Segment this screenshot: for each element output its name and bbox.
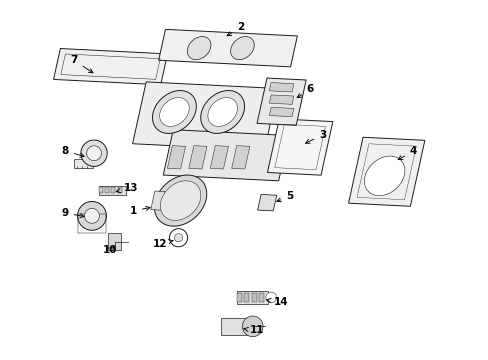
Polygon shape bbox=[200, 91, 244, 134]
Text: 1: 1 bbox=[129, 206, 150, 216]
Polygon shape bbox=[244, 293, 249, 302]
Polygon shape bbox=[163, 130, 288, 181]
Polygon shape bbox=[237, 291, 267, 304]
Polygon shape bbox=[251, 293, 256, 302]
Polygon shape bbox=[81, 140, 107, 166]
Polygon shape bbox=[99, 187, 103, 193]
Polygon shape bbox=[269, 107, 293, 117]
Polygon shape bbox=[242, 316, 263, 337]
Polygon shape bbox=[257, 194, 276, 211]
Text: 10: 10 bbox=[103, 245, 118, 255]
Polygon shape bbox=[210, 146, 228, 169]
Polygon shape bbox=[158, 30, 297, 67]
Polygon shape bbox=[237, 293, 242, 302]
Polygon shape bbox=[117, 187, 122, 193]
Text: 12: 12 bbox=[152, 239, 173, 249]
Polygon shape bbox=[187, 37, 210, 60]
Polygon shape bbox=[188, 146, 206, 169]
Polygon shape bbox=[257, 78, 305, 125]
Polygon shape bbox=[167, 146, 185, 169]
Polygon shape bbox=[269, 82, 293, 92]
Polygon shape bbox=[269, 95, 293, 104]
Polygon shape bbox=[105, 187, 109, 193]
Polygon shape bbox=[111, 187, 115, 193]
Polygon shape bbox=[159, 98, 189, 126]
Polygon shape bbox=[152, 91, 196, 134]
Polygon shape bbox=[169, 229, 187, 247]
Polygon shape bbox=[221, 318, 246, 334]
Polygon shape bbox=[174, 234, 183, 242]
Polygon shape bbox=[230, 37, 254, 60]
Text: 4: 4 bbox=[397, 146, 416, 159]
Polygon shape bbox=[265, 292, 276, 303]
Text: 5: 5 bbox=[276, 192, 293, 202]
Text: 2: 2 bbox=[226, 22, 244, 36]
Polygon shape bbox=[364, 156, 404, 196]
Polygon shape bbox=[231, 146, 249, 169]
Polygon shape bbox=[259, 293, 264, 302]
Polygon shape bbox=[154, 175, 206, 226]
Text: 3: 3 bbox=[305, 130, 326, 143]
Polygon shape bbox=[99, 186, 126, 195]
Text: 8: 8 bbox=[61, 146, 84, 157]
Polygon shape bbox=[160, 181, 201, 220]
Polygon shape bbox=[86, 146, 102, 161]
Polygon shape bbox=[78, 202, 106, 230]
Text: 7: 7 bbox=[70, 55, 93, 73]
Polygon shape bbox=[348, 137, 424, 206]
Text: 11: 11 bbox=[244, 325, 264, 336]
Text: 13: 13 bbox=[116, 183, 138, 193]
Text: 6: 6 bbox=[297, 84, 313, 98]
Polygon shape bbox=[207, 98, 237, 126]
Text: 14: 14 bbox=[266, 297, 288, 307]
Polygon shape bbox=[84, 208, 99, 223]
Polygon shape bbox=[150, 191, 165, 210]
Polygon shape bbox=[74, 159, 93, 168]
Polygon shape bbox=[54, 49, 167, 85]
Polygon shape bbox=[132, 82, 278, 150]
Text: 9: 9 bbox=[61, 208, 84, 218]
Polygon shape bbox=[108, 233, 121, 251]
Polygon shape bbox=[267, 119, 332, 175]
